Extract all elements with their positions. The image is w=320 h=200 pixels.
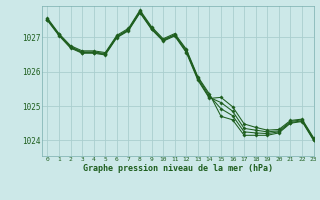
X-axis label: Graphe pression niveau de la mer (hPa): Graphe pression niveau de la mer (hPa) [83,164,273,173]
